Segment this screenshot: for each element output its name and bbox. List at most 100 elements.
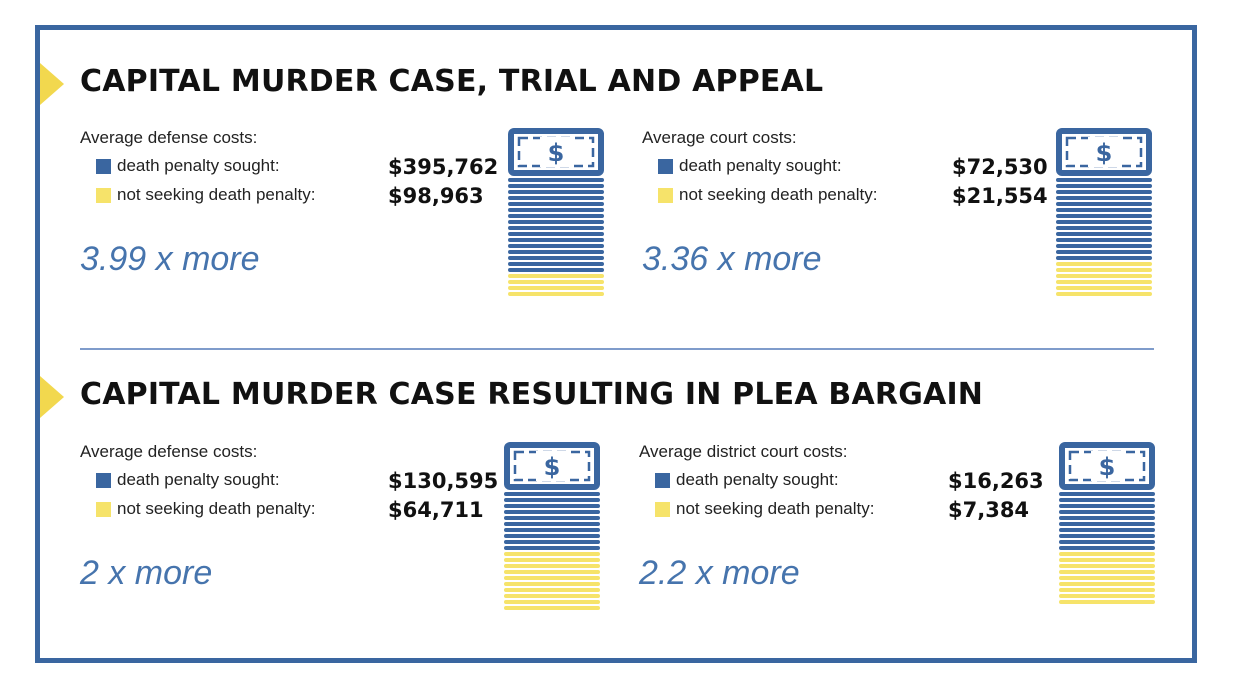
legend-row-death-penalty: death penalty sought: $130,595 [96, 469, 498, 493]
bill-bar-yellow [504, 558, 600, 562]
stack-bars-no-death-penalty [504, 552, 600, 610]
dollar-bill-icon: $ [508, 128, 604, 176]
row-value: $64,711 [388, 498, 484, 522]
bill-bar-blue [1059, 516, 1155, 520]
row-label: not seeking death penalty: [117, 185, 316, 204]
bill-bar-blue [1056, 244, 1152, 248]
legend-row-death-penalty: death penalty sought: $395,762 [96, 155, 499, 179]
bill-bar-blue [1059, 492, 1155, 496]
ratio-text: 3.36 x more [642, 240, 822, 278]
bill-bar-yellow [1059, 576, 1155, 580]
dollar-bill-icon: $ [1059, 442, 1155, 490]
legend-row-death-penalty: death penalty sought: $16,263 [655, 469, 1055, 493]
yellow-swatch [96, 188, 111, 203]
bill-bar-yellow [1059, 600, 1155, 604]
bill-bar-yellow [504, 564, 600, 568]
bill-bar-blue [1059, 522, 1155, 526]
row-label: death penalty sought: [676, 470, 839, 489]
bill-bar-yellow [1056, 268, 1152, 272]
legend-row-death-penalty: death penalty sought: $72,530 [658, 155, 1058, 179]
bill-bar-yellow [1059, 558, 1155, 562]
section-marker-triangle [40, 63, 64, 105]
ratio-text: 2 x more [80, 554, 213, 592]
bill-bar-blue [1059, 498, 1155, 502]
money-stack-chart: $ [1056, 128, 1152, 296]
bill-bar-yellow [508, 292, 604, 296]
bill-bar-yellow [1056, 292, 1152, 296]
row-value: $7,384 [948, 498, 1030, 522]
bill-bar-blue [508, 256, 604, 260]
row-label: death penalty sought: [117, 156, 280, 175]
stack-bars-death-penalty [504, 492, 600, 550]
bill-bar-blue [504, 534, 600, 538]
bill-bar-yellow [504, 552, 600, 556]
legend-row-no-death-penalty: not seeking death penalty: $7,384 [655, 498, 1055, 522]
bill-bar-blue [1056, 256, 1152, 260]
bill-bar-blue [508, 226, 604, 230]
bill-bar-blue [1056, 250, 1152, 254]
bill-bar-yellow [504, 570, 600, 574]
bill-bar-blue [508, 262, 604, 266]
bill-bar-blue [504, 546, 600, 550]
bill-bar-yellow [504, 600, 600, 604]
panel-heading: Average defense costs: [80, 442, 258, 461]
bill-bar-blue [1056, 196, 1152, 200]
svg-text:$: $ [1099, 453, 1116, 481]
section-title-trial-appeal: CAPITAL MURDER CASE, TRIAL AND APPEAL [80, 64, 824, 99]
bill-bar-blue [1056, 208, 1152, 212]
stack-bars-no-death-penalty [1059, 552, 1155, 604]
panel-plea-district-court-costs: Average district court costs: death pena… [639, 442, 1179, 632]
stack-bars-death-penalty [508, 178, 604, 272]
panel-heading: Average defense costs: [80, 128, 258, 147]
bill-bar-blue [508, 220, 604, 224]
bill-bar-yellow [508, 274, 604, 278]
blue-swatch [655, 473, 670, 488]
bill-bar-blue [1056, 178, 1152, 182]
legend-row-no-death-penalty: not seeking death penalty: $98,963 [96, 184, 496, 208]
row-label: not seeking death penalty: [679, 185, 878, 204]
bill-bar-blue [1056, 226, 1152, 230]
yellow-swatch [96, 502, 111, 517]
money-stack-chart: $ [508, 128, 604, 296]
blue-swatch [658, 159, 673, 174]
bill-bar-blue [508, 238, 604, 242]
bill-bar-yellow [1059, 564, 1155, 568]
section-title-plea-bargain: CAPITAL MURDER CASE RESULTING IN PLEA BA… [80, 377, 984, 412]
bill-bar-yellow [504, 588, 600, 592]
bill-bar-yellow [1056, 286, 1152, 290]
bill-bar-blue [504, 528, 600, 532]
bill-bar-yellow [504, 606, 600, 610]
stack-bars-death-penalty [1059, 492, 1155, 550]
bill-bar-blue [504, 510, 600, 514]
row-label: death penalty sought: [679, 156, 842, 175]
ratio-text: 2.2 x more [639, 554, 800, 592]
svg-text:$: $ [548, 139, 565, 167]
bill-bar-blue [1056, 202, 1152, 206]
panel-heading: Average court costs: [642, 128, 797, 147]
bill-bar-blue [1059, 528, 1155, 532]
bill-bar-blue [1059, 546, 1155, 550]
bill-bar-yellow [508, 286, 604, 290]
bill-bar-blue [504, 522, 600, 526]
money-stack-chart: $ [504, 442, 600, 610]
bill-bar-yellow [1056, 274, 1152, 278]
row-value: $395,762 [388, 155, 499, 179]
panel-trial-defense-costs: Average defense costs: death penalty sou… [80, 128, 620, 318]
bill-bar-yellow [1059, 552, 1155, 556]
dollar-bill-icon: $ [504, 442, 600, 490]
bill-bar-blue [1056, 214, 1152, 218]
bill-bar-yellow [1059, 594, 1155, 598]
bill-bar-blue [508, 214, 604, 218]
bill-bar-yellow [508, 280, 604, 284]
bill-bar-blue [1056, 184, 1152, 188]
bill-bar-yellow [504, 576, 600, 580]
row-value: $98,963 [388, 184, 484, 208]
blue-swatch [96, 159, 111, 174]
row-value: $16,263 [948, 469, 1044, 493]
bill-bar-blue [1056, 232, 1152, 236]
section-marker-triangle [40, 376, 64, 418]
bill-bar-yellow [504, 582, 600, 586]
bill-bar-blue [508, 178, 604, 182]
blue-swatch [96, 473, 111, 488]
bill-bar-blue [504, 540, 600, 544]
